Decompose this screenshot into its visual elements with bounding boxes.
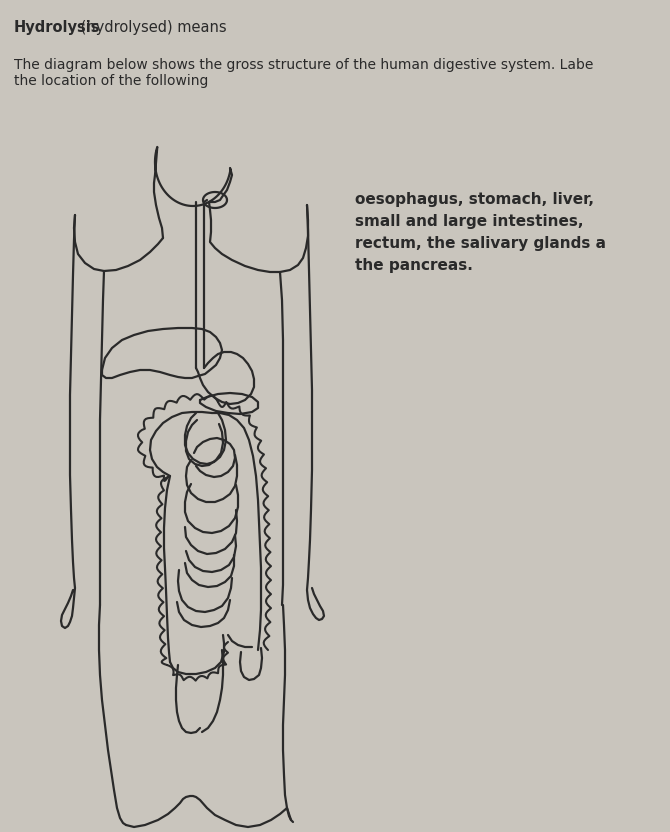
Text: the location of the following: the location of the following xyxy=(14,74,208,88)
Text: rectum, the salivary glands a: rectum, the salivary glands a xyxy=(355,236,606,251)
Text: oesophagus, stomach, liver,: oesophagus, stomach, liver, xyxy=(355,192,594,207)
Text: (hydrolysed) means: (hydrolysed) means xyxy=(76,20,226,35)
Text: Hydrolysis: Hydrolysis xyxy=(14,20,100,35)
Text: The diagram below shows the gross structure of the human digestive system. Labe: The diagram below shows the gross struct… xyxy=(14,58,594,72)
Text: small and large intestines,: small and large intestines, xyxy=(355,214,584,229)
Text: the pancreas.: the pancreas. xyxy=(355,258,473,273)
